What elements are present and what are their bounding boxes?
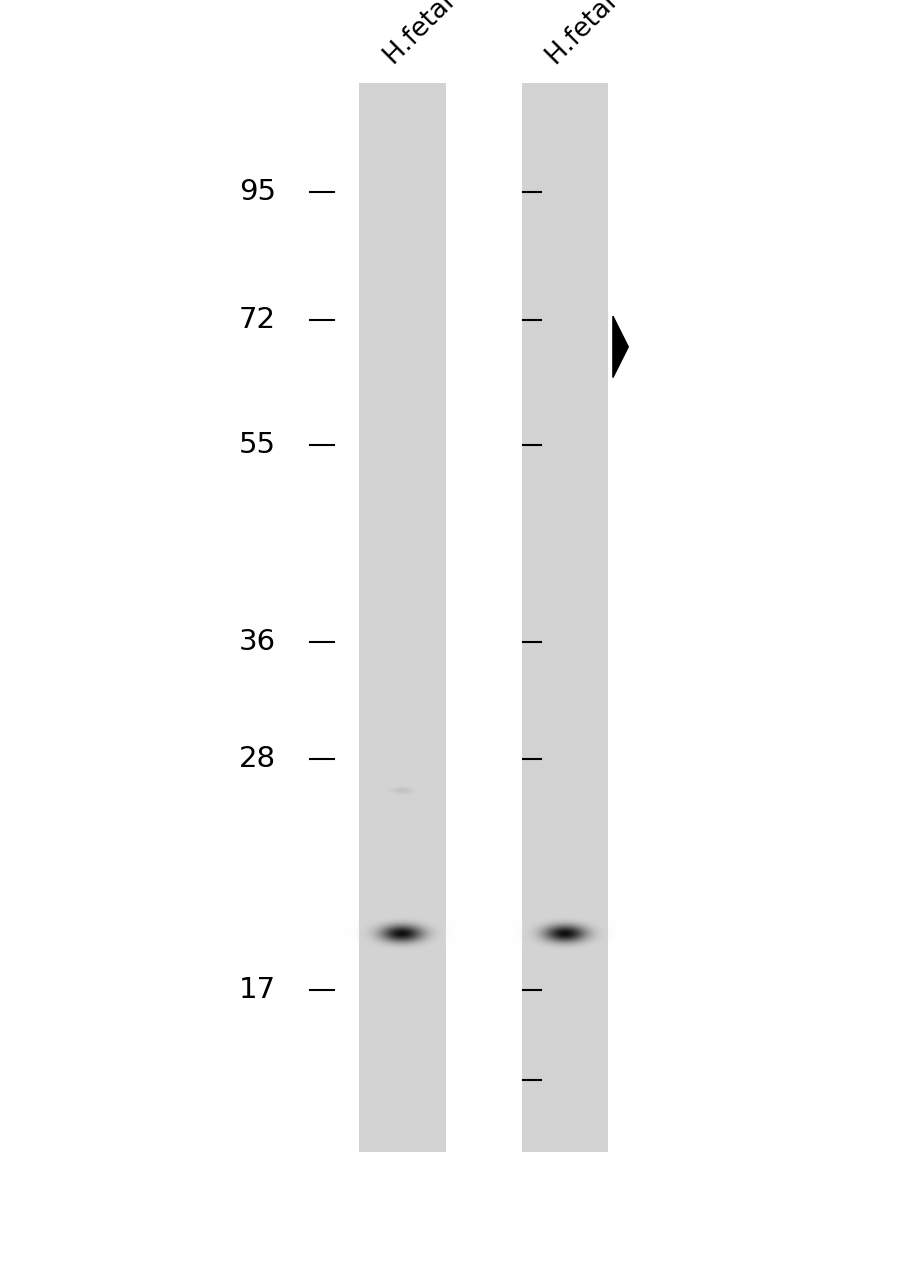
Bar — [358, 83, 445, 1152]
Text: 72: 72 — [238, 306, 275, 334]
Text: 55: 55 — [238, 431, 275, 460]
Text: H.fetal heart: H.fetal heart — [542, 0, 677, 70]
Text: 28: 28 — [238, 745, 275, 773]
Text: 17: 17 — [238, 977, 275, 1005]
Bar — [521, 83, 608, 1152]
Text: 95: 95 — [238, 178, 275, 206]
Text: H.fetal lung: H.fetal lung — [379, 0, 506, 70]
Polygon shape — [612, 316, 628, 378]
Text: 36: 36 — [238, 628, 275, 657]
